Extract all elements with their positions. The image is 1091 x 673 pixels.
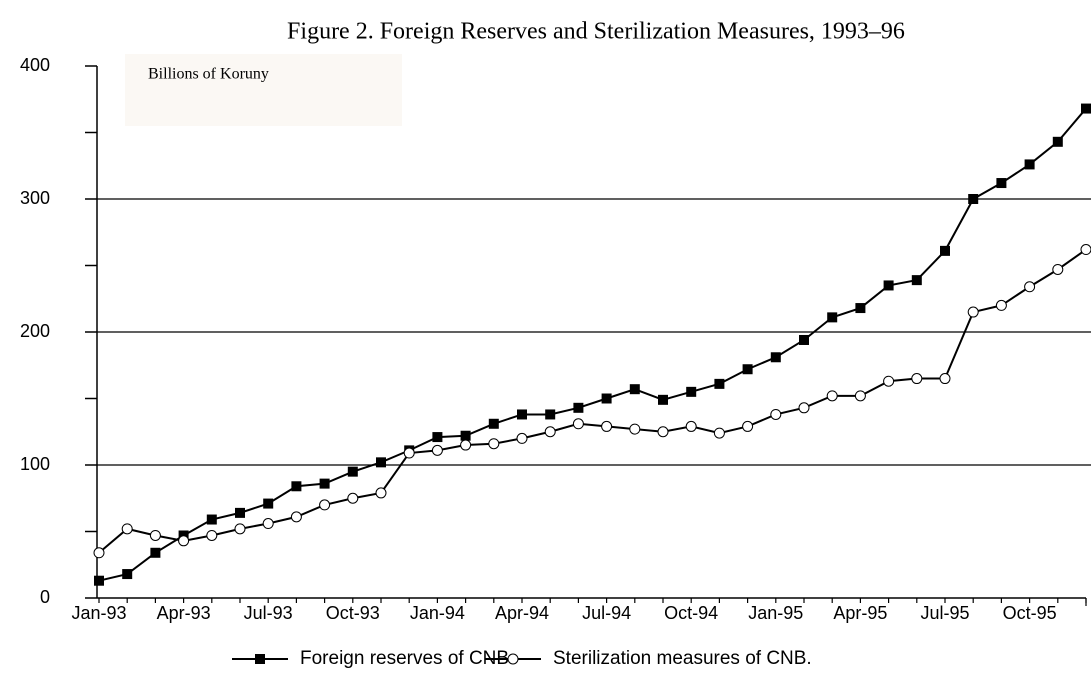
x-tick-label: Oct-95 [1003, 603, 1057, 623]
x-tick-label: Jan-93 [71, 603, 126, 623]
point [827, 312, 838, 323]
point [1052, 136, 1063, 147]
point [291, 481, 302, 492]
point [686, 386, 697, 397]
point [996, 178, 1007, 189]
point [460, 439, 472, 451]
point [121, 523, 133, 535]
point [799, 334, 809, 345]
point [855, 303, 866, 314]
point [206, 514, 217, 525]
point [234, 523, 246, 535]
point [854, 390, 866, 402]
point [235, 507, 245, 518]
chart-title: Figure 2. Foreign Reserves and Steriliza… [287, 19, 905, 45]
x-tick-label: Jan-94 [410, 603, 465, 623]
point [601, 393, 612, 404]
point [713, 427, 725, 439]
point [432, 432, 443, 443]
point [516, 432, 528, 444]
x-tick-label: Jan-95 [748, 603, 803, 623]
point [968, 194, 979, 204]
point [375, 487, 387, 499]
point [431, 444, 443, 456]
legend-label: Foreign reserves of CNB [300, 648, 509, 669]
point [517, 409, 527, 420]
point [150, 547, 161, 558]
series-line [98, 107, 1087, 582]
point [488, 418, 499, 429]
x-tick-label: Apr-93 [157, 603, 211, 623]
point [376, 457, 386, 468]
point [545, 409, 556, 420]
point [122, 569, 133, 580]
point [939, 373, 951, 385]
label-box [125, 54, 402, 126]
x-tick-label: Jul-93 [244, 603, 293, 623]
point [460, 430, 471, 441]
point [770, 408, 782, 420]
point [93, 547, 105, 559]
point [742, 364, 753, 375]
x-tick-label: Oct-93 [326, 603, 380, 623]
series-line [98, 248, 1087, 554]
y-tick-label: 0 [40, 587, 50, 607]
legend-marker [255, 654, 265, 664]
point [995, 299, 1007, 311]
point [770, 352, 781, 363]
point [685, 420, 697, 432]
point [629, 384, 640, 395]
point [1024, 159, 1035, 170]
point [714, 378, 725, 389]
point [657, 426, 669, 438]
point [347, 466, 358, 477]
point [883, 280, 894, 291]
point [262, 518, 274, 530]
x-tick-label: Oct-94 [664, 603, 718, 623]
y-tick-label: 300 [20, 188, 50, 208]
point [572, 418, 584, 430]
point [488, 438, 500, 450]
point [883, 375, 895, 387]
point [940, 245, 950, 256]
point [911, 373, 923, 385]
point [826, 390, 838, 402]
x-tick-label: Apr-94 [495, 603, 549, 623]
point [403, 447, 415, 459]
point [1052, 263, 1064, 275]
point [573, 402, 584, 413]
point [658, 394, 668, 405]
point [290, 511, 302, 523]
point [601, 420, 613, 432]
x-tick-label: Jul-95 [920, 603, 969, 623]
point [178, 535, 190, 547]
x-tick-label: Jul-94 [582, 603, 631, 623]
point [347, 492, 359, 504]
point [319, 499, 331, 511]
y-tick-label: 200 [20, 321, 50, 341]
y-axis-label: Billions of Koruny [148, 66, 269, 83]
point [263, 498, 274, 509]
point [742, 420, 754, 432]
point [1081, 103, 1091, 114]
point [206, 529, 218, 541]
y-tick-label: 400 [20, 55, 50, 75]
point [149, 529, 161, 541]
point [798, 402, 810, 414]
legend-label: Sterilization measures of CNB. [553, 648, 812, 669]
point [1080, 244, 1091, 256]
y-tick-label: 100 [20, 454, 50, 474]
point [911, 275, 922, 286]
point [544, 426, 556, 438]
point [1024, 281, 1036, 293]
legend-marker [507, 653, 519, 665]
point [319, 478, 330, 489]
point [967, 306, 979, 318]
point [629, 423, 641, 435]
point [94, 575, 104, 586]
x-tick-label: Apr-95 [833, 603, 887, 623]
